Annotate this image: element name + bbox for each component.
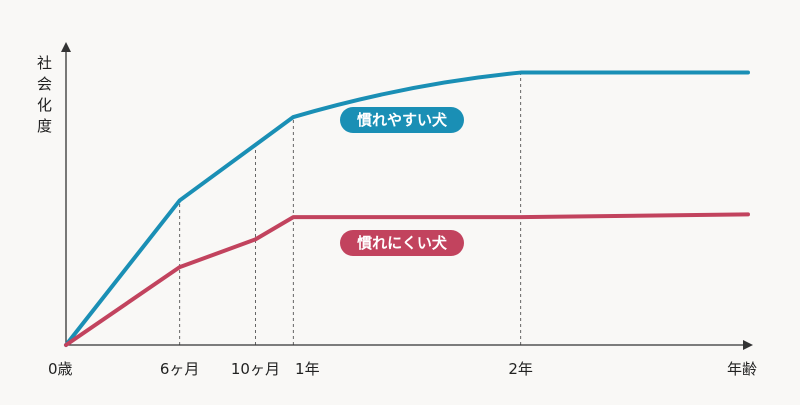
y-axis-label-char: 化 <box>37 96 52 114</box>
legend-hard-label: 慣れにくい犬 <box>357 234 448 252</box>
guide-lines <box>179 72 522 345</box>
x-tick-label: 1年 <box>295 360 320 378</box>
series-line-hard <box>64 212 750 347</box>
x-tick-labels: 0歳 6ヶ月 10ヶ月 1年 2年 年齢 <box>48 360 757 378</box>
x-axis-arrow <box>743 340 753 350</box>
y-axis-label-char: 会 <box>37 75 52 93</box>
y-axis-label-char: 社 <box>37 54 52 72</box>
x-tick-label: 6ヶ月 <box>160 360 200 378</box>
x-tick-label: 年齢 <box>727 360 757 378</box>
series-line-easy <box>64 70 750 347</box>
legend-easy-label: 慣れやすい犬 <box>357 111 448 129</box>
x-tick-label: 0歳 <box>48 360 73 378</box>
y-axis-label-char: 度 <box>37 117 52 135</box>
legend-hard-badge <box>340 230 464 256</box>
legend-easy: 慣れやすい犬 <box>340 107 464 133</box>
x-tick-label: 2年 <box>508 360 533 378</box>
legend-hard: 慣れにくい犬 <box>340 230 464 256</box>
legend-easy-badge <box>340 107 464 133</box>
series-layer <box>64 70 750 347</box>
y-axis-label: 社 会 化 度 <box>37 54 52 135</box>
x-tick-label: 10ヶ月 <box>231 360 280 378</box>
y-axis-arrow <box>61 42 71 52</box>
